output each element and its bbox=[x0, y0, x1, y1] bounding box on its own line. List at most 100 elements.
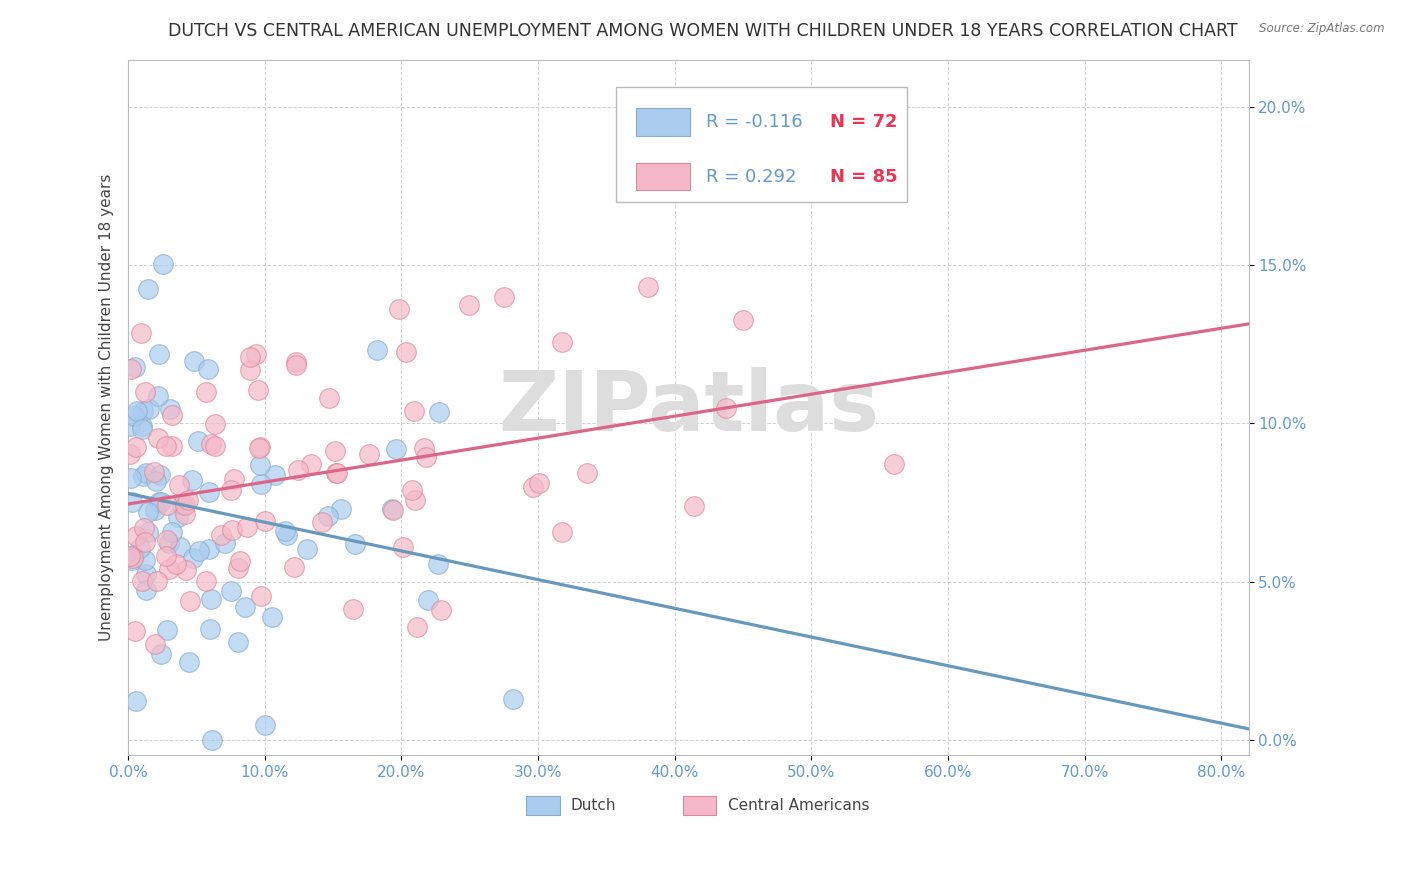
Point bbox=[249, 589, 271, 603]
Point bbox=[134, 535, 156, 549]
Point bbox=[179, 593, 201, 607]
Text: R = 0.292: R = 0.292 bbox=[706, 168, 797, 186]
Point bbox=[209, 527, 232, 541]
Point bbox=[148, 347, 170, 361]
Point bbox=[134, 553, 156, 567]
Point bbox=[142, 465, 165, 479]
FancyBboxPatch shape bbox=[683, 796, 717, 815]
Point bbox=[149, 468, 172, 483]
Point bbox=[198, 484, 221, 499]
Y-axis label: Unemployment Among Women with Children Under 18 years: Unemployment Among Women with Children U… bbox=[100, 174, 114, 641]
Point bbox=[246, 383, 269, 397]
Point bbox=[167, 478, 190, 492]
Point bbox=[330, 502, 353, 516]
Point bbox=[160, 525, 183, 540]
Point bbox=[127, 404, 149, 418]
Point bbox=[148, 495, 170, 509]
Text: ZIPatlas: ZIPatlas bbox=[498, 367, 879, 448]
Point bbox=[415, 450, 437, 465]
Point bbox=[201, 732, 224, 747]
Text: DUTCH VS CENTRAL AMERICAN UNEMPLOYMENT AMONG WOMEN WITH CHILDREN UNDER 18 YEARS : DUTCH VS CENTRAL AMERICAN UNEMPLOYMENT A… bbox=[169, 22, 1237, 40]
Point bbox=[136, 283, 159, 297]
Point bbox=[149, 494, 172, 508]
Point bbox=[200, 437, 222, 451]
Point bbox=[177, 655, 200, 669]
Point bbox=[125, 694, 148, 708]
Point bbox=[160, 409, 183, 423]
FancyBboxPatch shape bbox=[636, 108, 689, 136]
Point bbox=[200, 592, 222, 607]
Point bbox=[136, 524, 159, 539]
Point bbox=[262, 610, 284, 624]
Point bbox=[131, 422, 153, 436]
Point bbox=[249, 440, 271, 454]
Point bbox=[174, 508, 197, 522]
Point bbox=[156, 499, 179, 513]
Point bbox=[550, 524, 572, 539]
Point bbox=[131, 574, 153, 588]
Point bbox=[145, 636, 167, 650]
Point bbox=[135, 466, 157, 480]
Point bbox=[366, 343, 388, 358]
Point bbox=[124, 359, 146, 374]
Point bbox=[357, 447, 380, 461]
Point bbox=[146, 574, 169, 589]
Point bbox=[167, 510, 190, 524]
Text: N = 72: N = 72 bbox=[830, 113, 897, 131]
Point bbox=[253, 514, 276, 528]
Point bbox=[226, 561, 249, 575]
Point bbox=[176, 493, 198, 508]
Point bbox=[416, 592, 439, 607]
Point bbox=[122, 550, 145, 565]
Point bbox=[224, 471, 246, 485]
Point bbox=[551, 334, 574, 349]
Point bbox=[343, 537, 366, 551]
Point bbox=[194, 574, 217, 589]
Point bbox=[274, 524, 297, 539]
Point bbox=[276, 528, 298, 542]
Point bbox=[342, 602, 364, 616]
Point bbox=[187, 544, 209, 558]
Point bbox=[247, 442, 270, 456]
Point bbox=[132, 404, 155, 418]
Point bbox=[214, 536, 236, 550]
Point bbox=[118, 549, 141, 564]
Point bbox=[131, 419, 153, 434]
Point bbox=[239, 350, 262, 364]
Point bbox=[122, 409, 145, 423]
Point bbox=[404, 404, 426, 418]
Point bbox=[264, 467, 287, 482]
Point bbox=[198, 622, 221, 636]
Point bbox=[148, 431, 170, 445]
FancyBboxPatch shape bbox=[616, 87, 907, 202]
Point bbox=[226, 634, 249, 648]
Point bbox=[637, 280, 659, 294]
Point bbox=[121, 494, 143, 508]
Point bbox=[326, 466, 349, 480]
Point bbox=[134, 385, 156, 400]
Point bbox=[146, 389, 169, 403]
Point bbox=[401, 483, 423, 497]
Point bbox=[384, 442, 406, 456]
Point bbox=[134, 521, 156, 535]
Point bbox=[145, 474, 167, 488]
Point bbox=[405, 620, 427, 634]
Point bbox=[323, 444, 346, 458]
Point bbox=[249, 477, 271, 491]
Point bbox=[236, 520, 259, 534]
Point bbox=[122, 549, 145, 563]
Text: N = 85: N = 85 bbox=[830, 168, 897, 186]
Point bbox=[576, 466, 599, 480]
Point bbox=[156, 533, 179, 547]
Point bbox=[522, 480, 544, 494]
Point bbox=[128, 541, 150, 555]
Point bbox=[143, 503, 166, 517]
Point bbox=[311, 516, 333, 530]
Point bbox=[219, 584, 242, 599]
Point bbox=[135, 567, 157, 582]
FancyBboxPatch shape bbox=[526, 796, 560, 815]
Point bbox=[427, 557, 450, 571]
Point bbox=[194, 384, 217, 399]
Point bbox=[160, 439, 183, 453]
Point bbox=[138, 402, 160, 417]
